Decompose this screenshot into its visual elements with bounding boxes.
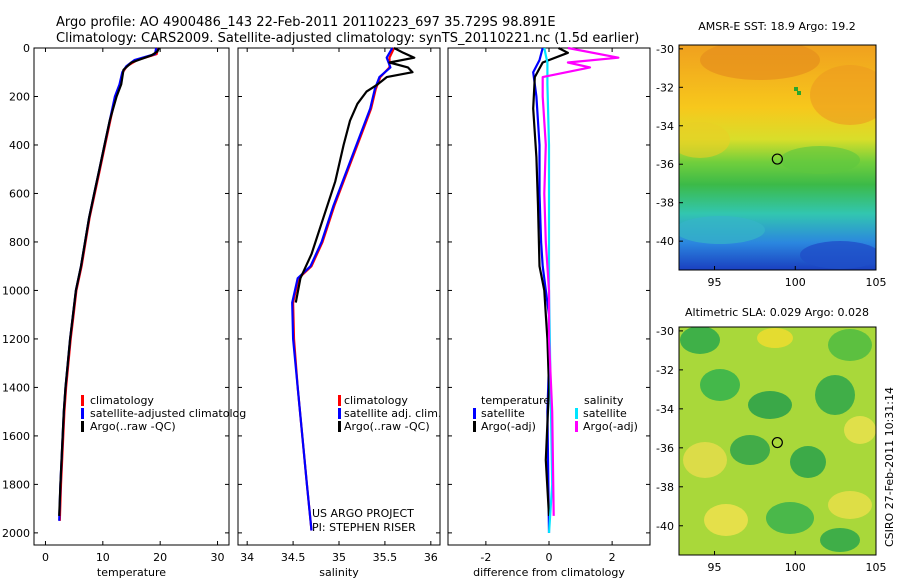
- legend-swatch-argo: [338, 421, 341, 432]
- x-tick-label: 2: [609, 551, 616, 564]
- legend-label-argo: Argo(..raw -QC): [344, 420, 430, 433]
- legend-swatch-sal-argo: [575, 421, 578, 432]
- map-y-tick-label: -30: [656, 43, 674, 56]
- difference-legend: temperature salinity satellite Argo(-adj…: [473, 394, 638, 433]
- legend-label-sal-argo: Argo(-adj): [583, 420, 638, 433]
- sst-map-frame: [678, 44, 877, 271]
- legend-swatch-satellite: [338, 408, 341, 419]
- y-tick-label: 0: [23, 42, 30, 55]
- map-y-tick-label: -30: [656, 325, 674, 338]
- temperature-legend: climatology satellite-adjusted climatolo…: [81, 394, 246, 433]
- legend-header-temperature: temperature: [481, 394, 550, 407]
- map-x-tick-label: 95: [708, 276, 722, 289]
- series-line-salinity-argo-adj-: [541, 46, 620, 516]
- series-line-satellite-adj-clim-: [291, 47, 394, 531]
- y-tick-label: 1000: [2, 284, 30, 297]
- temperature-axes-frame: [33, 47, 230, 546]
- x-tick-label: 0: [546, 551, 553, 564]
- map-x-tick-label: 95: [708, 561, 722, 574]
- legend-swatch-satellite: [81, 408, 84, 419]
- y-tick-label: 2000: [2, 527, 30, 540]
- x-tick-label: 34.5: [281, 551, 306, 564]
- y-tick-label: 1200: [2, 333, 30, 346]
- temperature-panel: 0 10 20 30 0 200 400 600 800 1000 1200 1400 1600 1800…: [2, 42, 230, 579]
- y-tick-label: 1800: [2, 478, 30, 491]
- sla-map-title: Altimetric SLA: 0.029 Argo: 0.028: [685, 306, 869, 319]
- map-y-tick-label: -32: [656, 364, 674, 377]
- map-y-tick-label: -40: [656, 520, 674, 533]
- header-line1: Argo profile: AO 4900486_143 22-Feb-2011…: [56, 15, 556, 30]
- project-annotation: US ARGO PROJECT: [312, 507, 414, 520]
- pi-annotation: PI: STEPHEN RISER: [312, 521, 416, 534]
- y-tick-label: 800: [9, 236, 30, 249]
- legend-header-salinity: salinity: [584, 394, 624, 407]
- salinity-axes-frame: [237, 47, 441, 546]
- sst-map-title: AMSR-E SST: 18.9 Argo: 19.2: [698, 20, 856, 33]
- temperature-x-label: temperature: [97, 566, 166, 579]
- argo-position-marker: [771, 153, 783, 165]
- legend-label-satellite: satellite adj. clim.: [344, 407, 441, 420]
- map-y-tick-label: -38: [656, 197, 674, 210]
- legend-swatch-climatology: [81, 395, 84, 406]
- series-line-satellite-adjusted-climatolog: [58, 47, 158, 521]
- legend-label-climatology: climatology: [344, 394, 408, 407]
- map-y-tick-label: -38: [656, 481, 674, 494]
- map-y-tick-label: -32: [656, 81, 674, 94]
- x-tick-label: 35: [332, 551, 346, 564]
- y-tick-label: 400: [9, 139, 30, 152]
- map-y-tick-label: -34: [656, 403, 674, 416]
- sst-map-field: [679, 45, 876, 270]
- map-x-tick-label: 105: [866, 276, 887, 289]
- map-y-tick-label: -36: [656, 158, 674, 171]
- header-line2: Climatology: CARS2009. Satellite-adjuste…: [56, 31, 639, 46]
- legend-swatch-temp-argo: [473, 421, 476, 432]
- sst-map-axes: 95 100 105 -30 -32 -34 -36 -38 -40: [656, 43, 886, 289]
- legend-label-satellite: satellite-adjusted climatolog: [90, 407, 246, 420]
- salinity-x-label: salinity: [319, 566, 359, 579]
- difference-x-label: difference from climatology: [473, 566, 625, 579]
- series-line-salinity-satellite: [543, 47, 554, 533]
- sla-map-field: [679, 327, 876, 555]
- map-y-tick-label: -34: [656, 120, 674, 133]
- y-tick-label: 1600: [2, 430, 30, 443]
- x-tick-label: 35.5: [373, 551, 398, 564]
- map-y-tick-label: -36: [656, 442, 674, 455]
- series-line-climatology: [292, 47, 396, 531]
- legend-label-temp-satellite: satellite: [481, 407, 525, 420]
- x-tick-label: 0: [42, 551, 49, 564]
- x-tick-label: 36: [424, 551, 438, 564]
- legend-label-sal-satellite: satellite: [583, 407, 627, 420]
- sla-map-axes: 95 100 105 -30 -32 -34 -36 -38 -40: [656, 325, 886, 574]
- salinity-legend: climatology satellite adj. clim. Argo(..…: [338, 394, 441, 433]
- x-tick-label: 10: [96, 551, 110, 564]
- legend-label-argo: Argo(..raw -QC): [90, 420, 176, 433]
- y-tick-label: 200: [9, 90, 30, 103]
- map-y-tick-label: -40: [656, 235, 674, 248]
- series-line-climatology: [58, 47, 159, 521]
- legend-swatch-argo: [81, 421, 84, 432]
- x-tick-label: 34: [240, 551, 254, 564]
- argo-position-marker: [771, 436, 783, 449]
- legend-swatch-sal-satellite: [575, 408, 578, 419]
- credit-annotation: CSIRO 27-Feb-2011 10:31:14: [883, 387, 896, 547]
- map-x-tick-label: 100: [785, 561, 806, 574]
- x-tick-label: -2: [480, 551, 491, 564]
- map-x-tick-label: 100: [785, 276, 806, 289]
- y-tick-label: 1400: [2, 381, 30, 394]
- series-line-argo-raw-qc-: [58, 47, 160, 516]
- x-tick-label: 30: [211, 551, 225, 564]
- y-tick-label: 600: [9, 187, 30, 200]
- series-line-argo-raw-qc-: [294, 47, 416, 303]
- series-line-temperature-argo-adj-: [532, 47, 570, 516]
- salinity-panel: 34 34.5 35 35.5 36 salinity: [237, 47, 441, 579]
- legend-swatch-temp-satellite: [473, 408, 476, 419]
- map-x-tick-label: 105: [866, 561, 887, 574]
- legend-label-climatology: climatology: [90, 394, 154, 407]
- legend-label-temp-argo: Argo(-adj): [481, 420, 536, 433]
- difference-panel: -2 0 2 difference from climatology: [447, 46, 651, 579]
- x-tick-label: 20: [153, 551, 167, 564]
- legend-swatch-climatology: [338, 395, 341, 406]
- sla-map-frame: [678, 326, 877, 556]
